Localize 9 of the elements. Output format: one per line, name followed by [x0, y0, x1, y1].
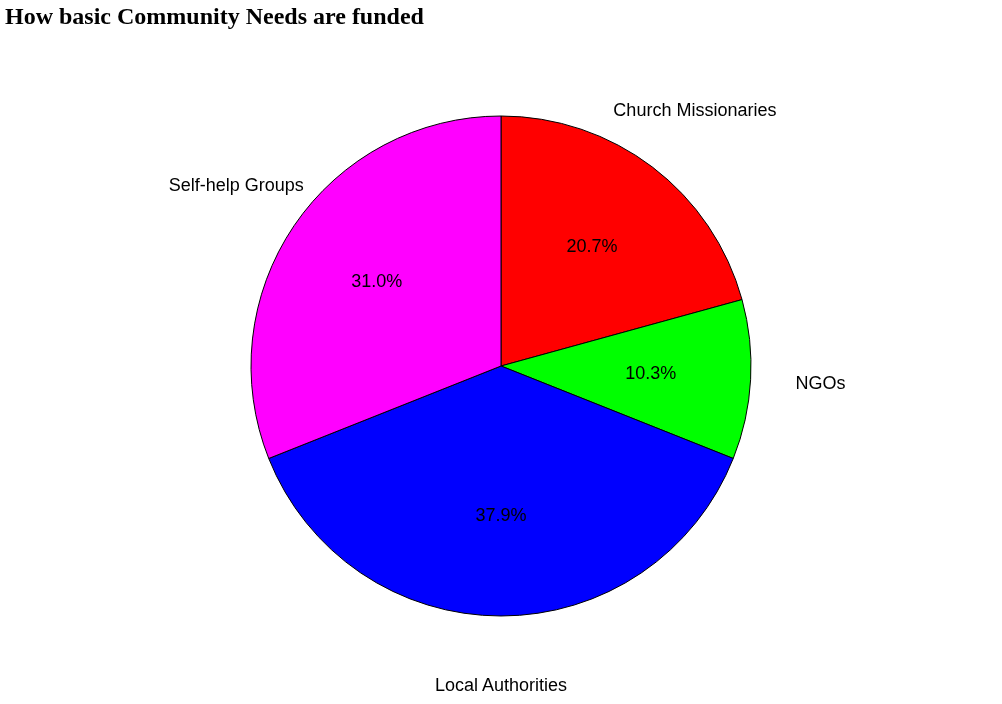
chart-title: How basic Community Needs are funded: [5, 3, 425, 29]
data-label: 20.7%: [566, 235, 618, 256]
data-label: 37.9%: [475, 505, 527, 525]
data-label: 31.0%: [351, 270, 403, 291]
slice-label: Local Authorities: [434, 675, 568, 695]
data-label: 10.3%: [625, 363, 677, 384]
slice-label: Self-help Groups: [168, 175, 304, 196]
slice-label: NGOs: [795, 372, 846, 393]
slice-label: Church Missionaries: [613, 100, 777, 121]
